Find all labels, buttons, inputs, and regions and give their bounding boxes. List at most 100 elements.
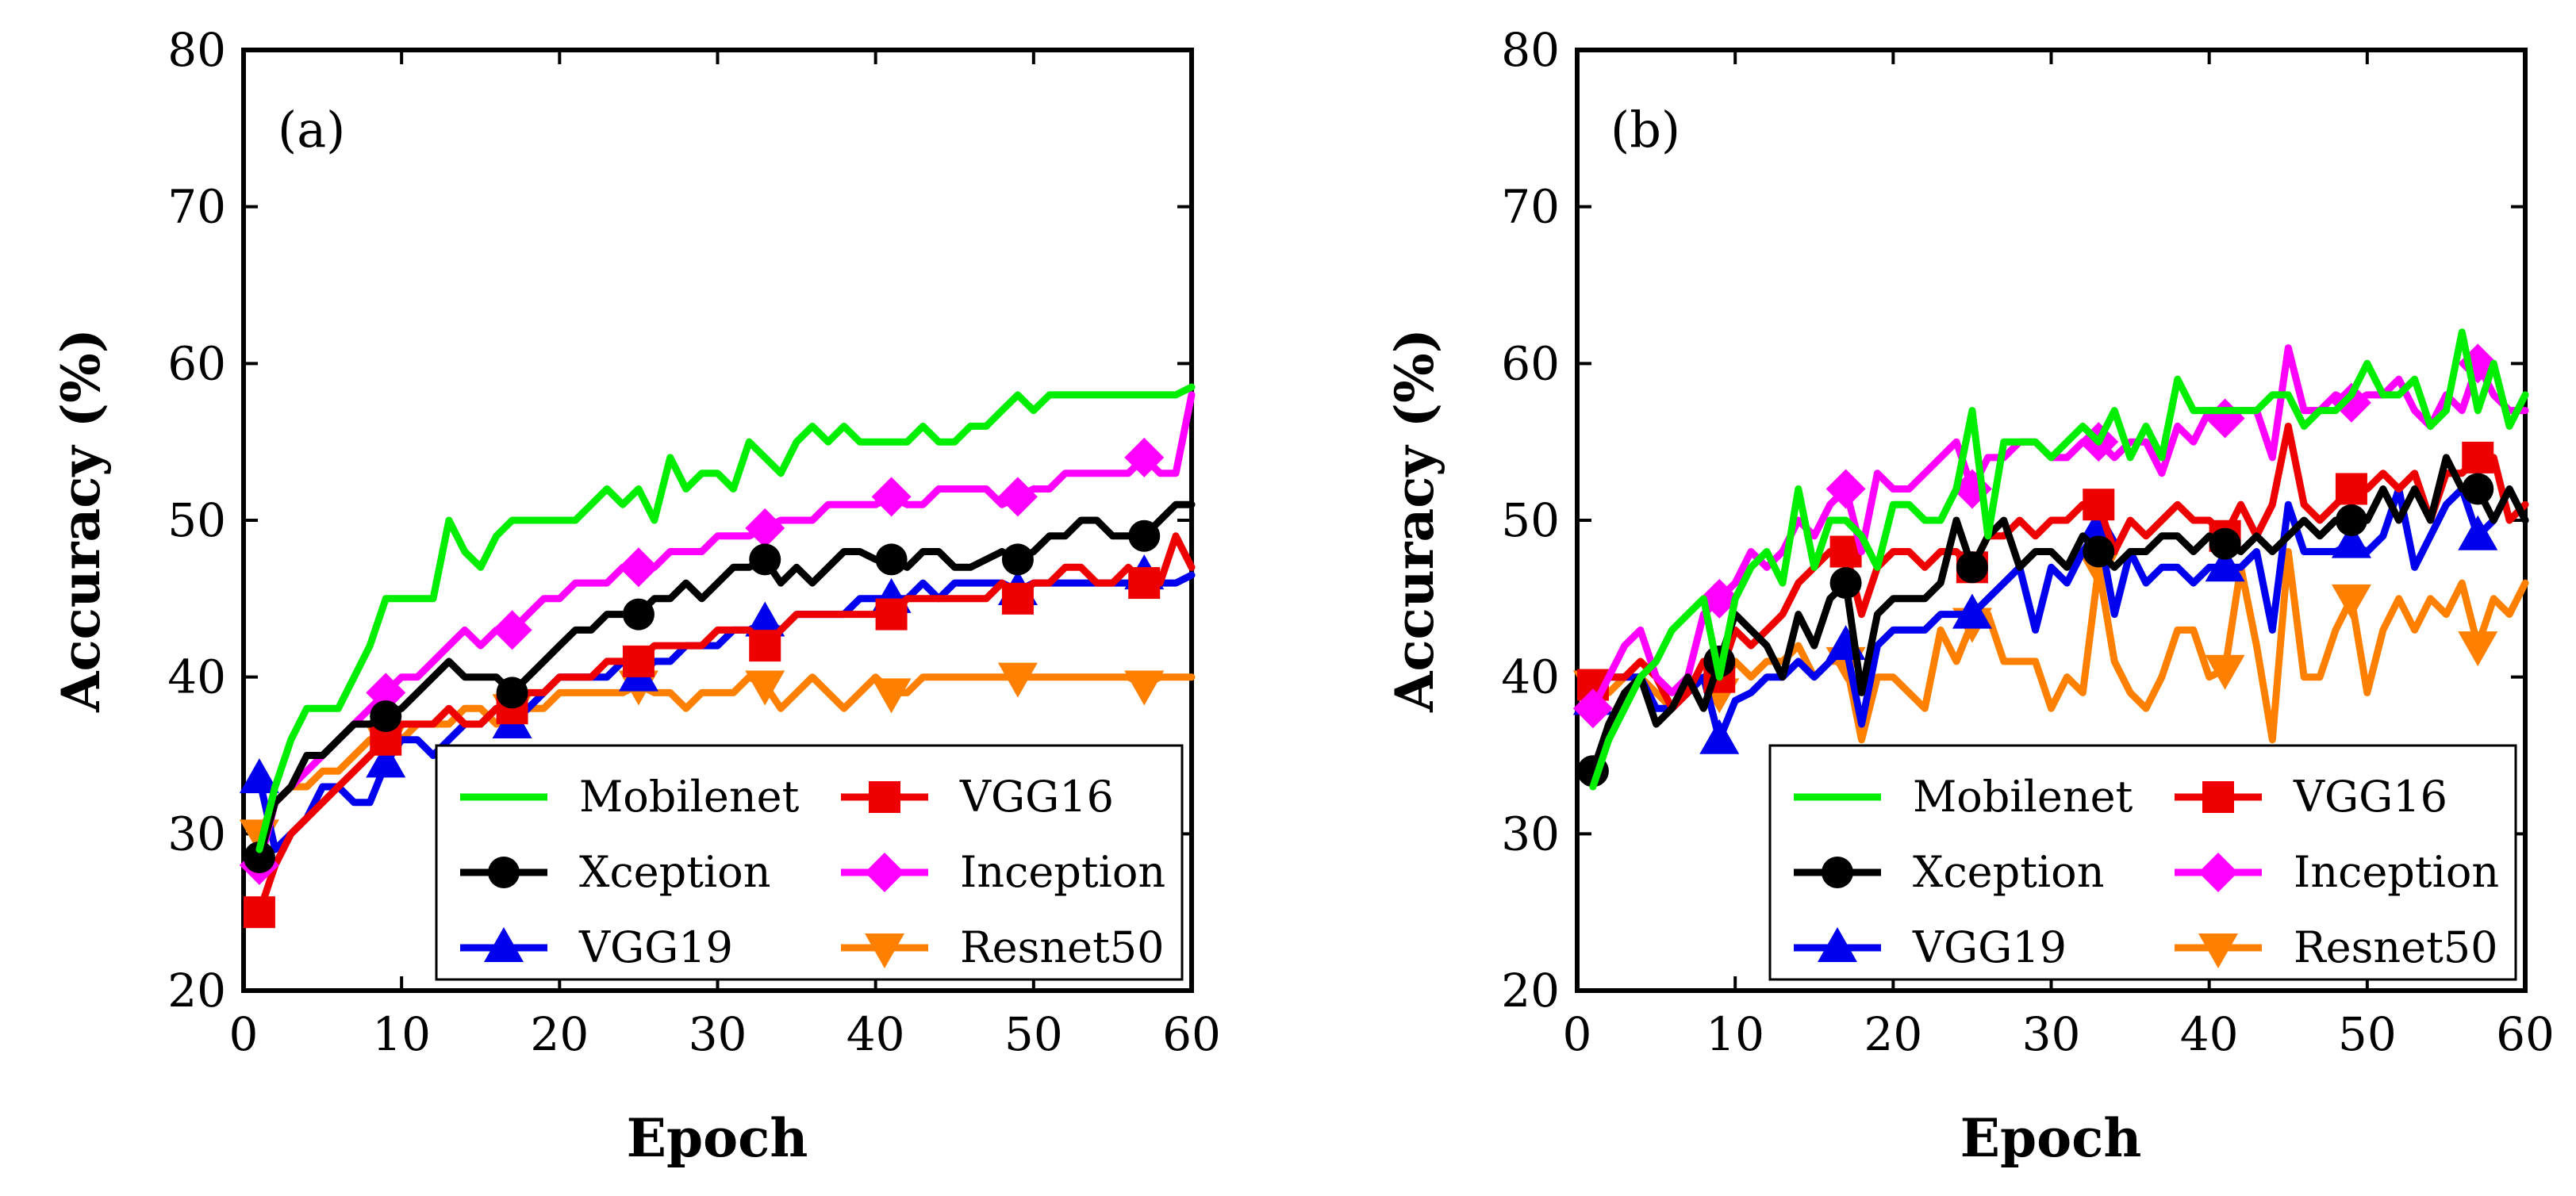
x-tick-label: 20 xyxy=(1864,1007,1922,1061)
data-point xyxy=(2205,398,2245,439)
y-tick-label: 40 xyxy=(167,650,226,704)
data-point xyxy=(370,700,402,733)
data-point xyxy=(2458,515,2498,550)
data-point xyxy=(749,543,781,576)
y-tick-label: 30 xyxy=(167,807,226,861)
data-point xyxy=(2331,523,2371,558)
data-point xyxy=(2083,535,2115,568)
legend-label: Resnet50 xyxy=(2294,922,2497,972)
series-layer xyxy=(1572,328,2529,791)
legend-item-xception: Xception xyxy=(1794,847,2104,897)
data-point xyxy=(366,673,406,713)
x-tick-label: 40 xyxy=(847,1007,905,1061)
x-tick-label: 10 xyxy=(1706,1007,1764,1061)
series-xception xyxy=(243,500,1196,873)
legend-label: VGG16 xyxy=(2293,772,2447,822)
series-inception xyxy=(239,391,1196,885)
y-tick-label: 50 xyxy=(1501,493,1560,547)
data-point xyxy=(622,645,655,677)
series-line xyxy=(1589,328,2529,791)
data-point xyxy=(2462,441,2494,473)
series-line xyxy=(1589,422,2529,712)
data-point xyxy=(1956,551,1988,584)
data-point xyxy=(745,670,785,706)
y-tick-label: 20 xyxy=(167,964,226,1018)
y-tick-label: 60 xyxy=(167,336,226,390)
axis-ticks: 0 10 20 30 40 50 60 20 30 40 50 60 70 80 xyxy=(167,23,1221,1061)
data-point xyxy=(1001,582,1034,615)
data-point xyxy=(2331,584,2371,619)
panel-label: (a) xyxy=(278,101,345,159)
y-tick-label: 70 xyxy=(1501,180,1560,234)
legend-marker xyxy=(2202,781,2234,813)
data-point xyxy=(1128,519,1161,552)
data-point xyxy=(366,742,406,778)
data-point xyxy=(239,758,279,794)
legend-marker xyxy=(1818,927,1857,962)
series-mobilenet xyxy=(255,383,1196,853)
legend-marker xyxy=(865,853,904,892)
legend-marker xyxy=(865,933,904,968)
data-point xyxy=(1825,469,1866,509)
y-tick-label: 80 xyxy=(167,23,226,77)
legend-marker xyxy=(488,857,520,888)
x-tick-label: 0 xyxy=(229,1007,259,1061)
x-axis-label: Epoch xyxy=(627,1107,808,1169)
x-tick-label: 50 xyxy=(2338,1007,2397,1061)
x-tick-label: 60 xyxy=(2496,1007,2555,1061)
legend-item-vgg16: VGG16 xyxy=(841,772,1114,822)
data-point xyxy=(2083,489,2115,521)
y-tick-label: 30 xyxy=(1501,807,1560,861)
series-line xyxy=(1589,548,2529,744)
data-point xyxy=(1699,578,1740,619)
data-point xyxy=(875,598,908,631)
series-layer xyxy=(239,383,1196,929)
series-vgg16 xyxy=(243,532,1196,929)
y-tick-label: 70 xyxy=(167,180,226,234)
legend: Mobilenet VGG16 Xception Inception VGG19 Resn… xyxy=(435,744,1184,981)
data-point xyxy=(745,601,785,637)
data-point xyxy=(2209,527,2241,560)
legend-box xyxy=(1768,744,2517,981)
data-point xyxy=(997,662,1038,698)
data-point xyxy=(2458,631,2498,667)
data-point xyxy=(2335,504,2367,536)
data-point xyxy=(1128,567,1161,600)
series-line xyxy=(1589,344,2529,712)
legend-box xyxy=(435,744,1184,981)
series-inception xyxy=(1572,343,2529,729)
data-point xyxy=(243,896,275,929)
x-tick-label: 50 xyxy=(1004,1007,1063,1061)
legend-marker xyxy=(1822,857,1853,888)
legend-item-vgg19: VGG19 xyxy=(460,922,733,972)
series-line xyxy=(255,532,1196,916)
legend: Mobilenet VGG16 Xception Inception VGG19 Resn… xyxy=(1768,744,2517,981)
data-point xyxy=(2462,473,2494,505)
x-tick-label: 30 xyxy=(689,1007,747,1061)
data-point xyxy=(1124,670,1165,706)
legend-label: Xception xyxy=(579,847,770,897)
legend-item-inception: Inception xyxy=(2175,847,2499,897)
data-point xyxy=(1952,593,1992,629)
legend-marker xyxy=(2198,853,2238,892)
data-point xyxy=(618,547,658,588)
data-point xyxy=(2335,473,2367,505)
series-mobilenet xyxy=(1589,328,2529,791)
series-line xyxy=(255,500,1196,861)
data-point xyxy=(2205,654,2245,690)
legend-label: Resnet50 xyxy=(960,922,1164,972)
data-point xyxy=(1124,437,1165,477)
x-tick-label: 60 xyxy=(1162,1007,1221,1061)
legend-item-resnet50: Resnet50 xyxy=(2175,922,2497,972)
legend-label: VGG19 xyxy=(578,922,733,972)
data-point xyxy=(1001,543,1034,576)
data-point xyxy=(1572,688,1613,729)
legend-item-vgg16: VGG16 xyxy=(2175,772,2447,822)
legend-label: Xception xyxy=(1913,847,2104,897)
y-tick-label: 40 xyxy=(1501,650,1560,704)
x-tick-label: 30 xyxy=(2022,1007,2081,1061)
data-point xyxy=(2205,546,2245,582)
legend-item-mobilenet: Mobilenet xyxy=(1794,772,2133,822)
series-line xyxy=(255,383,1196,853)
